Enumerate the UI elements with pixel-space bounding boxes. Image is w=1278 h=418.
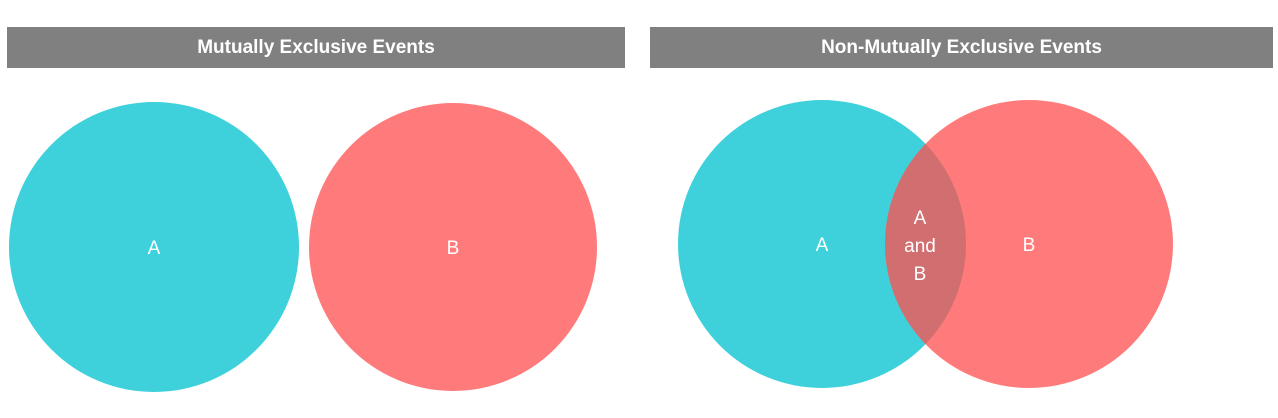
- left-set-b-circle: [309, 103, 597, 391]
- left-set-b-label: B: [447, 238, 460, 259]
- intersection-label-line-3: B: [914, 264, 927, 285]
- non-mutually-exclusive-title: Non-Mutually Exclusive Events: [821, 36, 1102, 58]
- right-set-b-circle: [885, 100, 1173, 388]
- intersection-label-line-1: A: [914, 208, 927, 229]
- right-set-a-label: A: [816, 235, 829, 256]
- intersection-label-line-2: and: [904, 236, 936, 257]
- left-set-a-label: A: [148, 238, 161, 259]
- mutually-exclusive-title: Mutually Exclusive Events: [197, 36, 435, 58]
- mutually-exclusive-diagram: A B: [9, 102, 597, 392]
- mutually-exclusive-header: Mutually Exclusive Events: [7, 27, 625, 68]
- non-mutually-exclusive-diagram: A B A and B: [678, 100, 1173, 388]
- non-mutually-exclusive-header: Non-Mutually Exclusive Events: [650, 27, 1273, 68]
- left-set-a-circle: [9, 102, 299, 392]
- right-set-b-label: B: [1023, 235, 1036, 256]
- right-set-a-circle: [678, 100, 966, 388]
